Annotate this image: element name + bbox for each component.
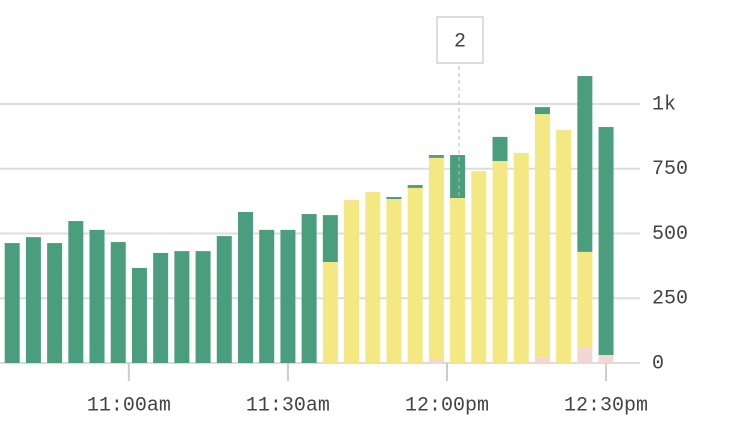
bar-segment: [534, 107, 550, 115]
bar-segment: [513, 152, 529, 363]
bar-segment: [110, 242, 126, 363]
bar-segment: [153, 252, 169, 363]
bar-segment: [238, 212, 254, 363]
bar-segment: [322, 215, 338, 262]
bar-segment: [471, 171, 487, 363]
bar-segment: [131, 267, 147, 363]
bar-segment: [577, 76, 593, 252]
y-tick-label: 1k: [652, 93, 676, 116]
bar-segment: [428, 359, 444, 363]
bar-segment: [68, 221, 84, 363]
y-tick-label: 750: [652, 158, 688, 181]
bar-segment: [25, 237, 41, 363]
y-tick-label: 500: [652, 223, 688, 246]
bar-segment: [428, 155, 444, 158]
bar-segment: [407, 185, 423, 188]
bar-segment: [4, 243, 20, 363]
bar-segment: [322, 261, 338, 363]
bar-segment: [450, 155, 466, 199]
bar-segment: [344, 200, 360, 363]
y-tick-label: 250: [652, 288, 688, 311]
bar-segment: [195, 251, 211, 363]
bar-segment: [386, 199, 402, 363]
bar-segment: [577, 347, 593, 363]
x-tick-label: 12:30pm: [564, 394, 648, 417]
bar-segment: [301, 214, 317, 363]
bar-segment: [492, 136, 508, 161]
bar-segment: [386, 196, 402, 200]
bar-segment: [598, 127, 614, 355]
bar-segment: [47, 243, 63, 363]
bar-segment: [216, 236, 232, 363]
bar-segment: [577, 251, 593, 348]
bar-segment: [259, 229, 275, 363]
bar-segment: [534, 357, 550, 363]
bar-segment: [534, 114, 550, 358]
x-tick-label: 12:00pm: [405, 394, 489, 417]
bar-segment: [450, 198, 466, 363]
x-tick-label: 11:00am: [87, 394, 171, 417]
bar-segment: [174, 251, 190, 363]
bar-segment: [556, 129, 572, 363]
bar-segment: [598, 354, 614, 363]
tooltip-box: [436, 16, 484, 64]
tooltip-text: 2: [454, 30, 466, 53]
bar-segment: [280, 229, 296, 363]
y-tick-label: 0: [652, 352, 664, 375]
x-tick-label: 11:30am: [246, 394, 330, 417]
bar-segment: [365, 192, 381, 363]
bar-segment: [428, 157, 444, 360]
bar-segment: [492, 160, 508, 363]
bar-segment: [407, 187, 423, 363]
bar-segment: [89, 229, 105, 363]
